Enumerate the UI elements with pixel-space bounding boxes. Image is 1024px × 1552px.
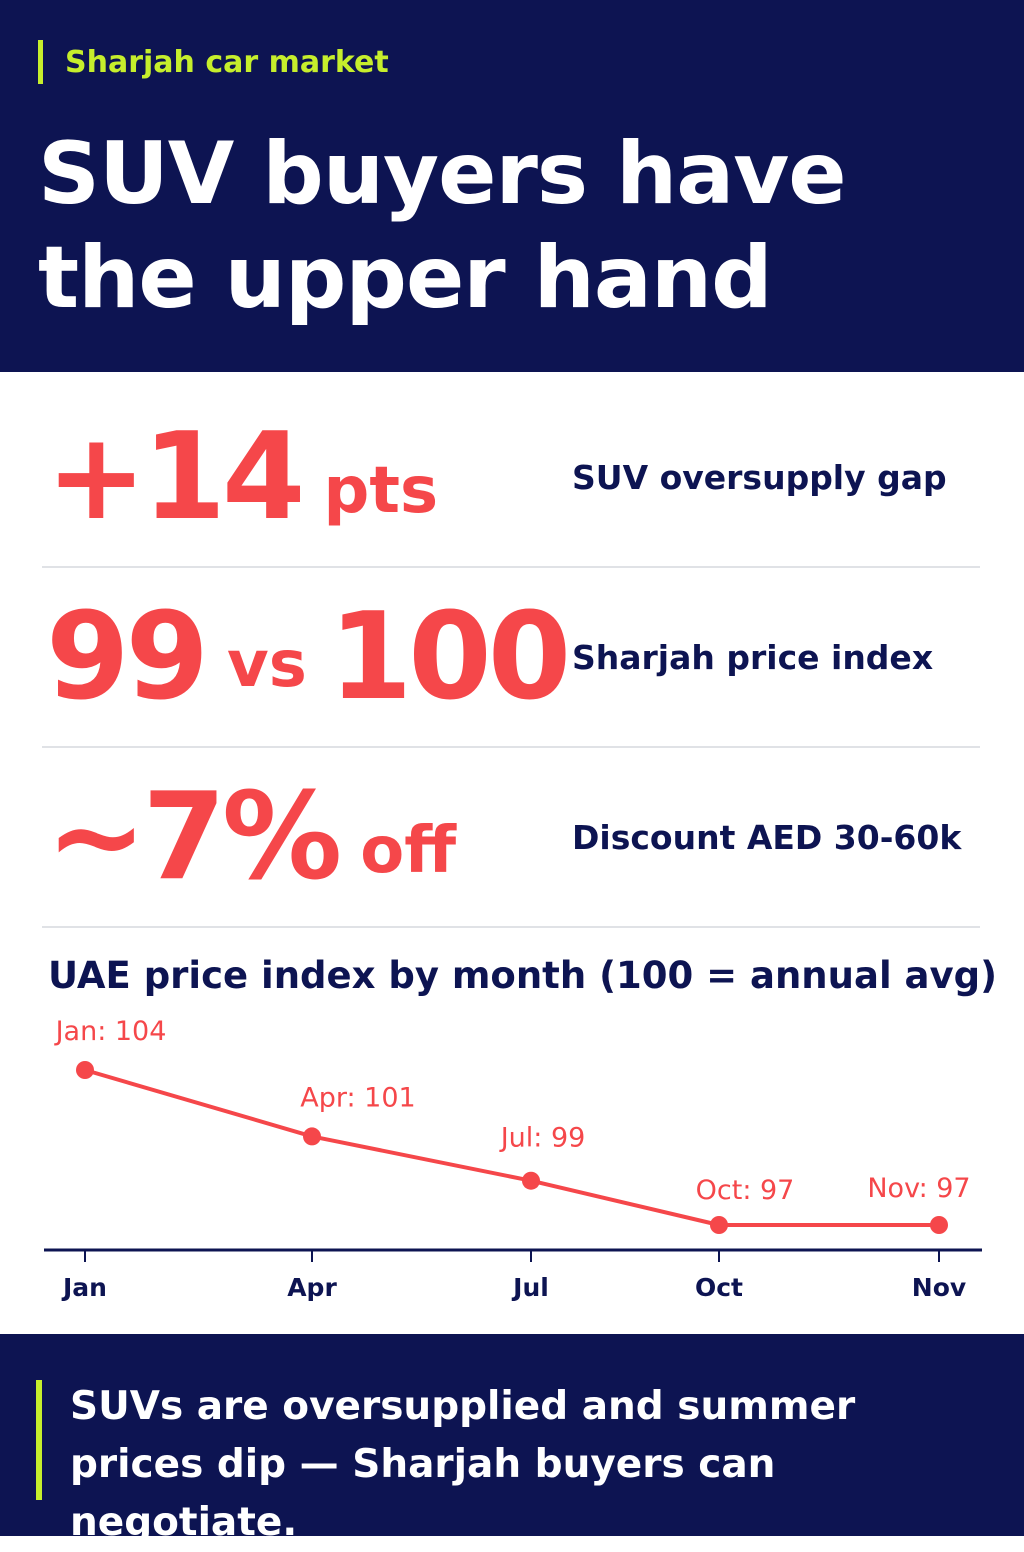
x-tick-label-apr: Apr — [287, 1273, 337, 1302]
stat-oversupply: +14 pts SUV oversupply gap — [42, 388, 980, 568]
x-tick-label-oct: Oct — [695, 1273, 743, 1302]
x-tick-label-jan: Jan — [61, 1273, 107, 1302]
price-index-line-chart: Jan Apr Jul Oct Nov Jan: 104 Apr: 101 Jul: 99 Oc… — [44, 1016, 982, 1302]
x-tick-label-jul: Jul — [511, 1273, 549, 1302]
stat-discount-unit: off — [360, 814, 457, 888]
data-label-oct: Oct: 97 — [696, 1175, 795, 1206]
footer-accent-bar — [36, 1380, 42, 1500]
footer: SUVs are oversupplied and summer prices … — [0, 1334, 1024, 1545]
stat-price-index-label: Sharjah price index — [572, 637, 934, 677]
stat-discount-number: ~7% — [46, 767, 342, 907]
data-point-nov — [930, 1216, 948, 1234]
stat-discount-label: Discount AED 30-60k — [572, 817, 962, 857]
data-label-jul: Jul: 99 — [499, 1123, 586, 1154]
stat-oversupply-label: SUV oversupply gap — [572, 457, 947, 497]
stat-oversupply-value: +14 pts — [46, 388, 438, 566]
kicker: Sharjah car market — [38, 40, 389, 84]
stat-discount: ~7% off Discount AED 30-60k — [42, 748, 980, 928]
stat-price-index-value: 99 vs 100 — [46, 568, 571, 746]
data-point-jan — [76, 1061, 94, 1079]
data-label-jan: Jan: 104 — [54, 1016, 167, 1047]
data-label-nov: Nov: 97 — [867, 1173, 970, 1204]
data-point-jul — [522, 1171, 540, 1190]
stat-oversupply-unit: pts — [323, 454, 439, 528]
headline: SUV buyers have the upper hand — [38, 124, 847, 328]
stat-price-index-left: 99 — [46, 587, 209, 727]
data-point-apr — [303, 1127, 321, 1146]
x-tick-label-nov: Nov — [912, 1273, 966, 1302]
footer-text: SUVs are oversupplied and summer prices … — [70, 1384, 856, 1545]
data-label-apr: Apr: 101 — [300, 1082, 415, 1113]
stat-discount-value: ~7% off — [46, 748, 456, 926]
stat-oversupply-number: +14 — [46, 407, 306, 547]
data-point-oct — [710, 1216, 728, 1234]
stat-price-index-right: 100 — [328, 587, 571, 727]
header: Sharjah car market SUV buyers have the u… — [0, 0, 1024, 372]
stat-price-index-vs: vs — [227, 628, 307, 702]
chart-title: UAE price index by month (100 = annual a… — [48, 954, 997, 997]
stat-price-index: 99 vs 100 Sharjah price index — [42, 568, 980, 748]
